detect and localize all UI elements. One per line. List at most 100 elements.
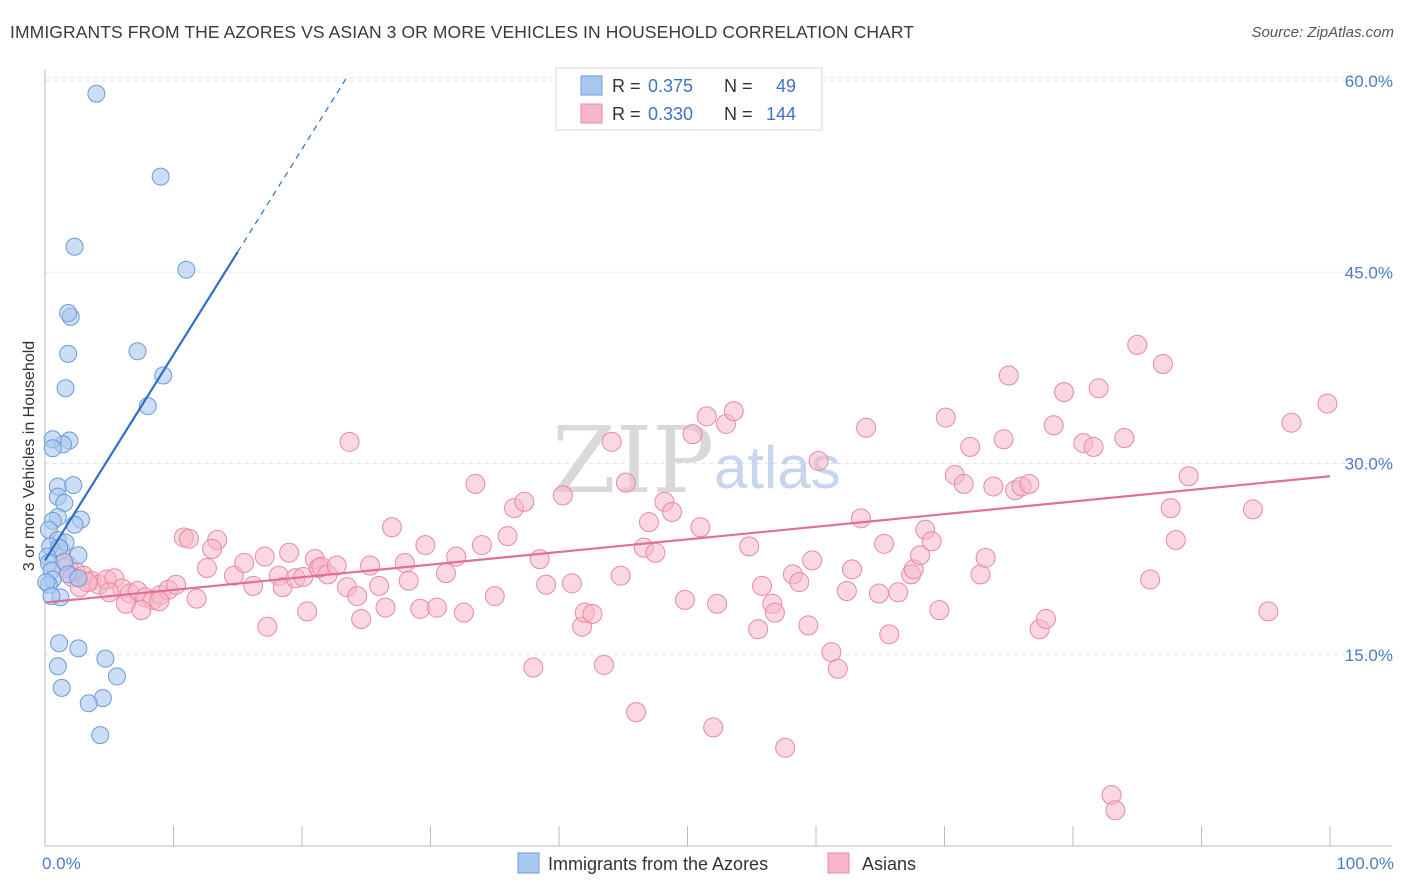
- y-tick-label: 45.0%: [1345, 263, 1393, 282]
- asians-point: [856, 417, 877, 438]
- asians-trendline: [44, 475, 1331, 604]
- asians-point: [410, 598, 431, 619]
- x-axis-ticks: [44, 826, 1331, 846]
- legend-swatch-asians: [580, 103, 603, 124]
- asians-point: [279, 542, 300, 563]
- azores-point: [43, 439, 62, 458]
- asians-point: [921, 531, 942, 552]
- asians-point: [196, 558, 217, 579]
- asians-point: [798, 615, 819, 636]
- asians-point: [394, 552, 415, 573]
- y-axis-title: 3 or more Vehicles in Household: [21, 341, 38, 571]
- asians-point: [1043, 415, 1064, 436]
- azores-point: [69, 639, 88, 658]
- asians-point: [1178, 466, 1199, 487]
- asians-point: [99, 582, 120, 603]
- asians-point: [561, 573, 582, 594]
- legend-n-value-asians: 144: [766, 104, 796, 124]
- series-legend: Immigrants from the Azores Asians: [517, 852, 916, 874]
- asians-point: [1152, 354, 1173, 375]
- asians-point: [935, 407, 956, 428]
- azores-point: [48, 657, 67, 676]
- legend-r-label-azores: R =: [612, 76, 641, 96]
- asians-point: [690, 517, 711, 538]
- azores-point: [107, 667, 126, 686]
- asians-point: [707, 593, 728, 614]
- asians-point: [723, 401, 744, 422]
- legend-swatch-azores: [580, 75, 603, 96]
- asians-point: [1165, 530, 1186, 550]
- asians-point: [1140, 569, 1161, 590]
- asians-point: [514, 491, 535, 512]
- azores-point: [59, 344, 78, 363]
- asians-points: [50, 334, 1338, 821]
- azores-point: [87, 84, 106, 103]
- asians-point: [1054, 382, 1075, 403]
- watermark: ZIP atlas: [552, 407, 841, 514]
- asians-point: [1160, 498, 1181, 519]
- asians-point: [1088, 378, 1109, 399]
- asians-point: [484, 586, 505, 607]
- asians-point: [682, 424, 703, 445]
- asians-point: [186, 588, 207, 609]
- asians-point: [998, 365, 1019, 386]
- legend-r-value-asians: 0.330: [648, 104, 693, 124]
- asians-point: [827, 658, 848, 679]
- source-credit: Source: ZipAtlas.com: [1251, 24, 1394, 41]
- asians-point: [696, 406, 717, 427]
- asians-point: [1242, 499, 1263, 520]
- asians-point: [1083, 436, 1104, 457]
- azores-point: [177, 260, 196, 279]
- asians-point: [453, 602, 474, 623]
- y-tick-label: 15.0%: [1345, 646, 1393, 665]
- asians-point: [369, 575, 390, 596]
- asians-point: [841, 559, 862, 580]
- azores-point: [91, 726, 110, 745]
- asians-point: [131, 600, 152, 621]
- asians-point: [752, 575, 773, 596]
- asians-point: [929, 600, 950, 621]
- asians-point: [1114, 428, 1135, 448]
- asians-point: [202, 538, 223, 559]
- asians-point: [764, 602, 785, 623]
- asians-point: [375, 597, 396, 618]
- azores-point: [65, 237, 84, 256]
- asians-point: [465, 473, 486, 494]
- y-tick-label: 30.0%: [1345, 455, 1393, 474]
- azores-point: [50, 634, 69, 653]
- x-tick-label-max: 100.0%: [1336, 854, 1394, 873]
- x-tick-label-min: 0.0%: [42, 854, 81, 873]
- legend-r-label-asians: R =: [612, 104, 641, 124]
- asians-point: [1019, 473, 1040, 494]
- asians-point: [610, 565, 631, 586]
- asians-point: [1281, 412, 1302, 433]
- legend-n-label-asians: N =: [724, 104, 753, 124]
- asians-point: [888, 582, 909, 603]
- chart-title: IMMIGRANTS FROM THE AZORES VS ASIAN 3 OR…: [10, 22, 915, 42]
- asians-point: [552, 485, 573, 506]
- asians-point: [1317, 393, 1338, 414]
- asians-point: [674, 589, 695, 610]
- asians-point: [739, 536, 760, 557]
- asians-point: [398, 570, 419, 591]
- asians-point: [1127, 334, 1148, 355]
- legend-n-label-azores: N =: [724, 76, 753, 96]
- azores-point: [59, 304, 78, 323]
- asians-point: [879, 624, 900, 645]
- asians-point: [234, 552, 255, 573]
- asians-point: [347, 586, 368, 607]
- asians-point: [243, 575, 264, 596]
- asians-point: [523, 657, 544, 678]
- azores-points: [37, 84, 196, 745]
- asians-point: [351, 609, 372, 630]
- asians-point: [536, 574, 557, 595]
- legend-n-value-azores: 49: [776, 76, 796, 96]
- asians-point: [149, 591, 170, 612]
- asians-point: [910, 545, 931, 566]
- asians-point: [178, 528, 199, 549]
- asians-point: [975, 547, 996, 568]
- axes: [44, 70, 1392, 847]
- asians-point: [426, 597, 447, 618]
- series-label-azores: Immigrants from the Azores: [548, 854, 768, 874]
- asians-point: [874, 533, 895, 554]
